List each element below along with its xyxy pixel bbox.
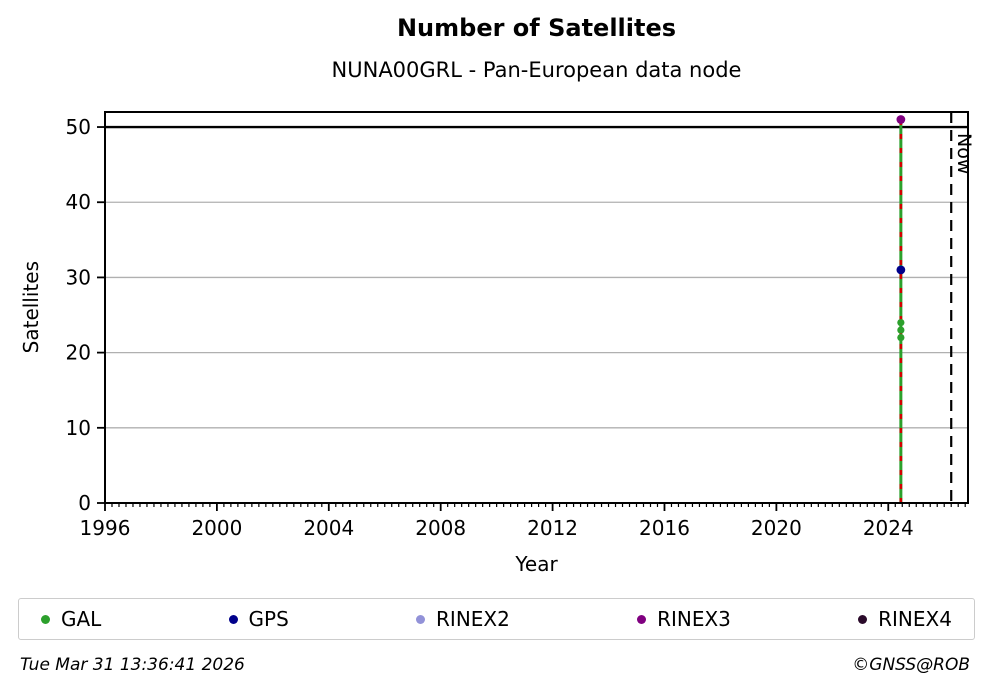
chart-subtitle: NUNA00GRL - Pan-European data node: [331, 58, 742, 82]
point-gal: [897, 326, 905, 334]
legend-label-rinex3: RINEX3: [657, 607, 731, 631]
legend-marker-gal-icon: [41, 614, 50, 624]
legend-label-rinex2: RINEX2: [436, 607, 510, 631]
x-tick-label-2020: 2020: [751, 516, 802, 540]
legend-marker-gps-icon: [228, 614, 238, 624]
x-tick-label-2000: 2000: [191, 516, 242, 540]
y-tick-label-0: 0: [78, 491, 91, 515]
plot-area: Now 1996 2000 2004 2008 2012 2016 2020 2024 0 10 20…: [66, 111, 975, 540]
point-rinex3: [896, 115, 906, 124]
legend-marker-rinex4-icon: [858, 614, 868, 624]
legend-label-rinex4: RINEX4: [878, 607, 952, 631]
point-gps: [896, 265, 906, 275]
legend-item-rinex3: RINEX3: [637, 607, 731, 631]
x-tick-label-2012: 2012: [527, 516, 578, 540]
credit: ©GNSS@ROB: [852, 655, 970, 675]
now-label: Now: [953, 133, 975, 174]
y-tick-label-50: 50: [66, 115, 91, 139]
point-gal: [897, 318, 905, 327]
y-tick-label-40: 40: [66, 190, 91, 214]
legend-label-gal: GAL: [61, 607, 102, 631]
chart-title: Number of Satellites: [396, 14, 677, 42]
point-gal: [897, 333, 905, 342]
legend-item-gps: GPS: [228, 607, 289, 631]
x-tick-label-2008: 2008: [415, 516, 466, 540]
y-tick-label-20: 20: [66, 341, 91, 365]
x-tick-label-2016: 2016: [639, 516, 690, 540]
legend-marker-rinex3-icon: [637, 614, 647, 624]
plot-border: [104, 111, 969, 504]
x-tick-label-2004: 2004: [303, 516, 354, 540]
y-tick-label-10: 10: [66, 416, 91, 440]
x-axis-label: Year: [515, 552, 558, 576]
legend-item-rinex2: RINEX2: [416, 607, 510, 631]
legend-item-gal: GAL: [41, 607, 101, 631]
x-tick-label-2024: 2024: [863, 516, 914, 540]
timestamp: Tue Mar 31 13:36:41 2026: [20, 655, 245, 675]
legend-item-rinex4: RINEX4: [858, 607, 952, 631]
x-tick-label-1996: 1996: [80, 516, 131, 540]
y-tick-label-30: 30: [66, 265, 91, 289]
legend-marker-rinex2-icon: [416, 614, 426, 624]
legend-label-gps: GPS: [248, 607, 289, 631]
legend: GAL GPS RINEX2 RINEX3 RINEX4: [18, 598, 975, 640]
